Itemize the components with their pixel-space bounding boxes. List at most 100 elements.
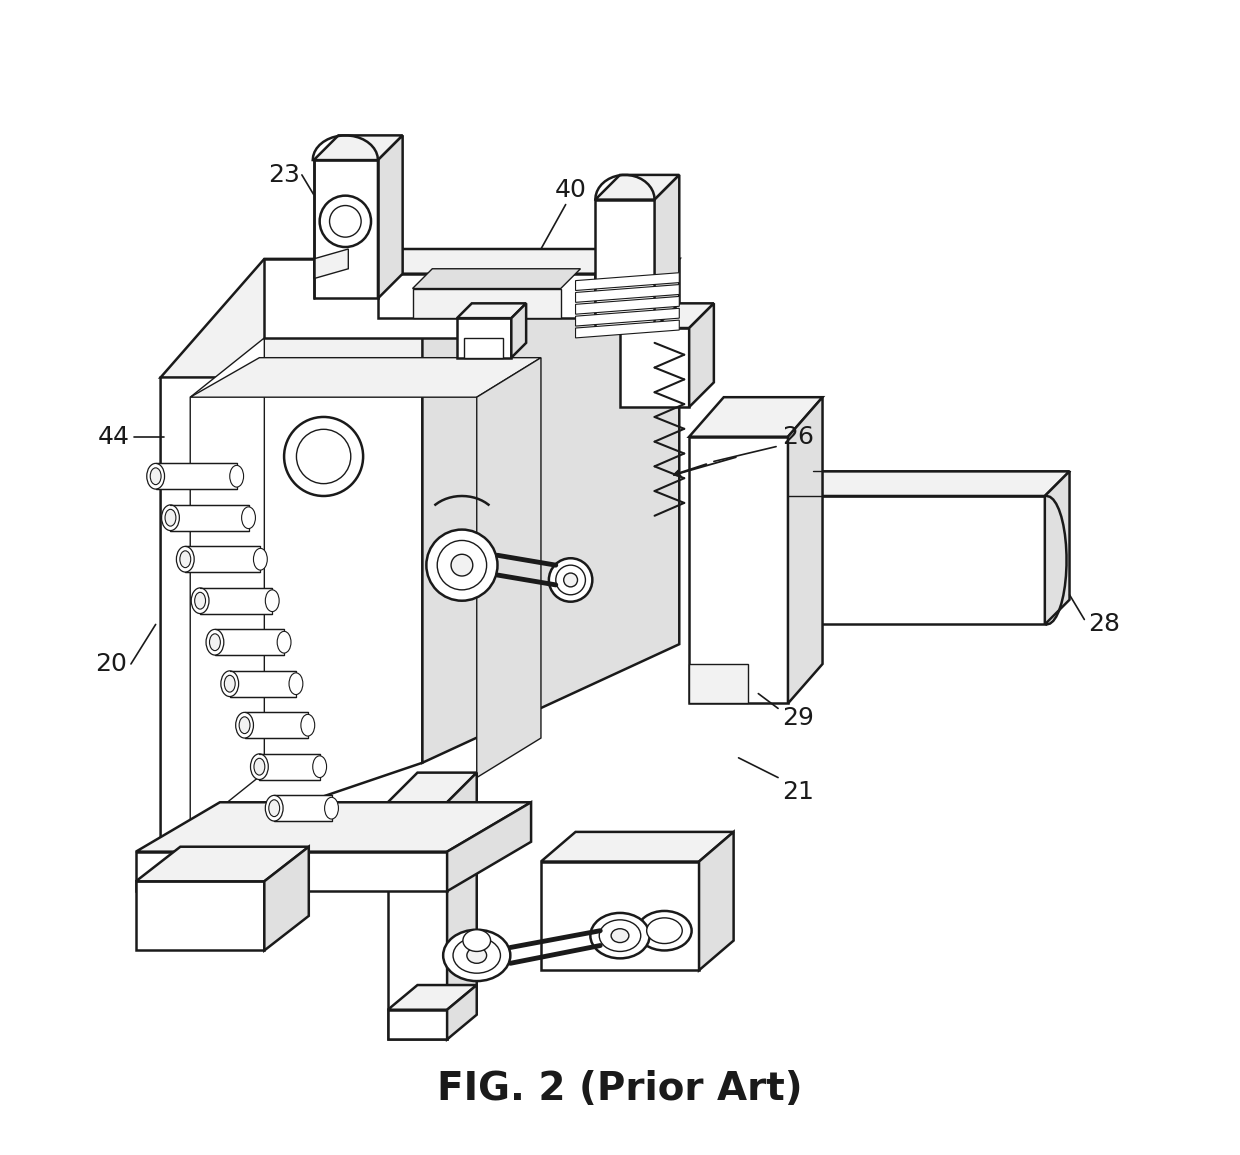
Polygon shape [595,200,655,328]
Polygon shape [620,304,714,328]
Ellipse shape [278,632,291,653]
Polygon shape [136,803,531,851]
Polygon shape [264,259,476,338]
Ellipse shape [265,796,283,821]
Polygon shape [541,862,699,970]
Ellipse shape [330,206,361,237]
Text: 21: 21 [782,781,813,804]
Polygon shape [423,259,680,762]
Polygon shape [378,274,595,318]
Ellipse shape [191,588,210,613]
Text: 28: 28 [1089,612,1120,636]
Ellipse shape [611,929,629,942]
Polygon shape [689,304,714,407]
Polygon shape [575,297,680,314]
Ellipse shape [564,573,578,587]
Polygon shape [575,284,680,303]
Ellipse shape [556,565,585,595]
Ellipse shape [195,593,206,609]
Ellipse shape [443,930,511,981]
Polygon shape [156,463,237,489]
Text: 40: 40 [554,178,587,202]
Polygon shape [595,174,680,200]
Ellipse shape [161,505,180,530]
Ellipse shape [549,558,593,602]
Ellipse shape [253,549,268,571]
Ellipse shape [146,463,165,489]
Polygon shape [378,135,403,298]
Ellipse shape [229,465,243,487]
Polygon shape [464,338,503,358]
Polygon shape [136,851,448,892]
Polygon shape [264,847,309,951]
Polygon shape [787,471,1070,495]
Ellipse shape [206,629,224,655]
Polygon shape [689,397,822,437]
Polygon shape [448,773,476,1040]
Ellipse shape [320,195,371,247]
Ellipse shape [165,509,176,527]
Ellipse shape [438,541,486,590]
Ellipse shape [239,717,250,733]
Polygon shape [689,437,787,703]
Ellipse shape [453,938,501,974]
Ellipse shape [284,417,363,495]
Polygon shape [476,358,541,777]
Ellipse shape [150,468,161,485]
Ellipse shape [236,713,253,738]
Ellipse shape [637,911,692,951]
Polygon shape [388,803,448,1040]
Polygon shape [314,249,348,278]
Ellipse shape [451,554,472,576]
Polygon shape [161,259,680,378]
Text: 26: 26 [782,425,813,448]
Polygon shape [215,629,284,655]
Polygon shape [575,273,680,291]
Polygon shape [458,318,511,358]
Ellipse shape [599,919,641,952]
Polygon shape [413,269,580,289]
Ellipse shape [301,714,315,736]
Ellipse shape [180,551,191,567]
Polygon shape [689,664,749,703]
Polygon shape [136,881,264,951]
Polygon shape [378,249,620,274]
Polygon shape [388,985,476,1009]
Polygon shape [699,832,734,970]
Polygon shape [274,796,331,821]
Polygon shape [458,304,526,318]
Polygon shape [511,304,526,358]
Polygon shape [541,832,734,862]
Polygon shape [787,397,822,703]
Text: 29: 29 [782,707,813,730]
Text: FIG. 2 (Prior Art): FIG. 2 (Prior Art) [438,1070,802,1108]
Ellipse shape [250,754,268,780]
Ellipse shape [269,799,280,817]
Ellipse shape [647,918,682,944]
Ellipse shape [210,634,221,650]
Polygon shape [190,338,264,832]
Polygon shape [136,847,309,881]
Polygon shape [388,1009,448,1040]
Polygon shape [161,289,423,851]
Polygon shape [388,773,476,803]
Ellipse shape [590,912,650,959]
Polygon shape [314,135,403,161]
Ellipse shape [176,546,195,572]
Polygon shape [655,174,680,328]
Polygon shape [595,249,620,318]
Polygon shape [787,495,1045,625]
Text: 44: 44 [98,425,130,448]
Text: 23: 23 [268,163,300,187]
Ellipse shape [289,673,303,694]
Polygon shape [413,289,560,318]
Ellipse shape [242,507,255,529]
Polygon shape [575,308,680,326]
Ellipse shape [312,755,326,777]
Polygon shape [314,161,378,298]
Polygon shape [620,328,689,407]
Polygon shape [448,985,476,1040]
Ellipse shape [265,590,279,612]
Ellipse shape [325,797,339,819]
Polygon shape [190,358,541,397]
